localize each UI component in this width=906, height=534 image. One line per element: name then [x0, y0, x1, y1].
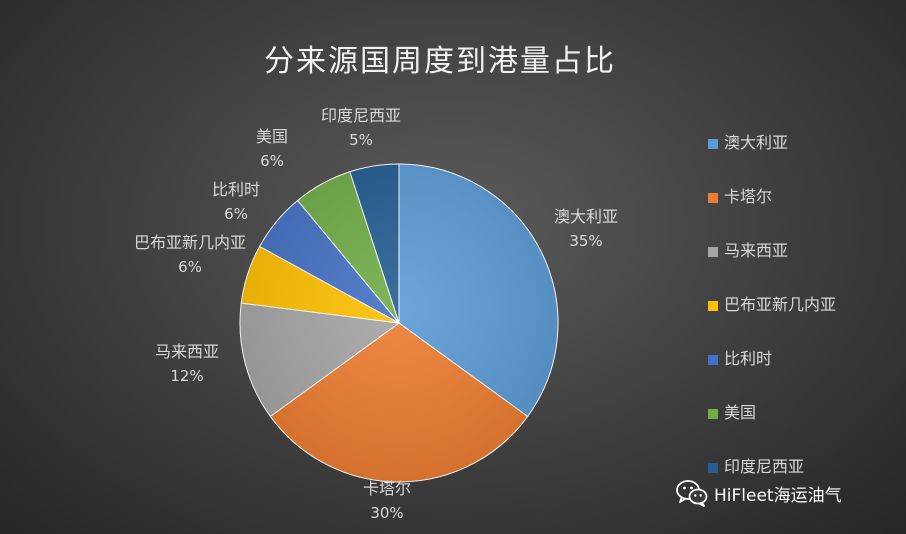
- data-label-value-2: 12%: [170, 367, 203, 385]
- wechat-icon: [676, 480, 708, 507]
- chart-title: 分来源国周度到港量占比: [264, 44, 616, 79]
- legend-item-5: 美国: [708, 400, 898, 454]
- data-label-name-3: 巴布亚新几内亚: [134, 233, 246, 252]
- pie-slices: [239, 163, 559, 483]
- data-label-name-6: 印度尼西亚: [321, 106, 401, 125]
- data-label-value-5: 6%: [260, 152, 284, 170]
- data-label-value-0: 35%: [569, 232, 602, 250]
- watermark: HiFleet海运油气: [676, 476, 842, 510]
- data-label-name-4: 比利时: [212, 180, 260, 199]
- legend-item-1: 卡塔尔: [708, 184, 898, 238]
- legend-label: 澳大利亚: [724, 133, 789, 152]
- legend-item-6: 印度尼西亚: [708, 454, 898, 508]
- legend-label: 美国: [724, 403, 757, 422]
- legend-label: 马来西亚: [724, 241, 789, 260]
- watermark-text: HiFleet海运油气: [714, 485, 842, 506]
- legend-swatch: [708, 193, 718, 203]
- legend-swatch: [708, 355, 718, 365]
- legend-swatch: [708, 247, 718, 257]
- legend-item-3: 巴布亚新几内亚: [708, 292, 898, 346]
- data-label-value-6: 5%: [349, 131, 373, 149]
- legend-label: 印度尼西亚: [724, 457, 805, 476]
- legend-swatch: [708, 463, 718, 473]
- data-label-name-5: 美国: [256, 127, 288, 146]
- legend-label: 卡塔尔: [724, 187, 773, 206]
- legend-swatch: [708, 139, 718, 149]
- data-label-name-0: 澳大利亚: [554, 207, 618, 226]
- legend-item-2: 马来西亚: [708, 238, 898, 292]
- pie-data-labels: 澳大利亚35%卡塔尔30%马来西亚12%巴布亚新几内亚6%比利时6%美国6%印度…: [134, 106, 618, 522]
- data-label-name-2: 马来西亚: [155, 342, 219, 361]
- legend-swatch: [708, 409, 718, 419]
- data-label-value-1: 30%: [370, 504, 403, 522]
- data-label-value-3: 6%: [178, 258, 202, 276]
- legend-item-4: 比利时: [708, 346, 898, 400]
- data-label-name-1: 卡塔尔: [363, 479, 411, 498]
- data-label-value-4: 6%: [224, 205, 248, 223]
- legend-item-0: 澳大利亚: [708, 130, 898, 184]
- legend-label: 巴布亚新几内亚: [724, 295, 837, 314]
- legend-swatch: [708, 301, 718, 311]
- legend-label: 比利时: [724, 349, 773, 368]
- chart-legend: 澳大利亚卡塔尔马来西亚巴布亚新几内亚 比利时美国印度尼西亚: [708, 130, 898, 508]
